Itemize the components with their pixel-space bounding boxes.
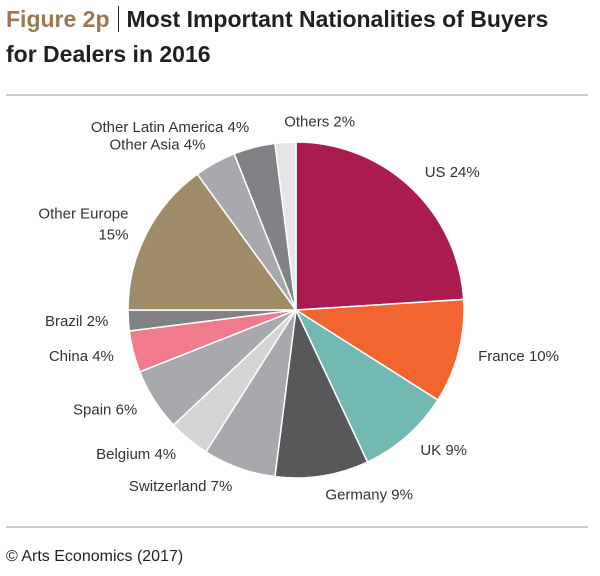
slice-label: Switzerland 7% <box>129 478 232 495</box>
label-category: Other Europe <box>38 206 128 223</box>
slice-label: China 4% <box>49 348 114 365</box>
chart-title: Most Important Nationalities of Buyers f… <box>6 6 549 67</box>
label-value: 2% <box>87 313 109 330</box>
figure-label: Figure 2p <box>6 6 119 32</box>
label-category: Switzerland <box>129 478 207 495</box>
label-value: 24% <box>450 164 480 181</box>
pie-slice <box>274 141 297 311</box>
slice-label: Belgium 4% <box>96 446 176 463</box>
label-category: UK <box>420 442 441 459</box>
label-category: Belgium <box>96 446 150 463</box>
label-category: Other Latin America <box>91 119 224 136</box>
source: © Arts Economics (2017) <box>6 548 184 565</box>
label-category: China <box>49 348 89 365</box>
title-block: Figure 2p Most Important Nationalities of… <box>6 2 566 72</box>
pie-slice <box>127 173 298 311</box>
label-category: Germany <box>325 487 387 504</box>
label-value: 4% <box>92 348 114 365</box>
label-value: 10% <box>529 348 559 365</box>
slice-label: Others 2% <box>284 113 355 130</box>
slice-label: Other Europe 15% <box>38 206 128 244</box>
slice-label: Brazil 2% <box>45 313 108 330</box>
slice-label: France 10% <box>478 348 559 365</box>
label-value: 15% <box>98 227 128 244</box>
slice-label: Germany 9% <box>325 487 413 504</box>
pie-slice <box>274 307 369 479</box>
label-value: 4% <box>154 446 176 463</box>
label-category: France <box>478 348 525 365</box>
label-value: 7% <box>211 478 233 495</box>
label-value: 2% <box>333 113 355 130</box>
label-value: 4% <box>228 119 250 136</box>
pie-slice <box>295 141 465 311</box>
slice-label: UK 9% <box>420 442 467 459</box>
label-value: 4% <box>184 136 206 153</box>
label-category: Spain <box>73 402 111 419</box>
slice-label: US 24% <box>425 164 480 181</box>
label-category: US <box>425 164 446 181</box>
label-category: Brazil <box>45 313 83 330</box>
label-category: Other Asia <box>110 136 181 153</box>
label-category: Others <box>284 113 329 130</box>
label-value: 6% <box>116 402 138 419</box>
slice-label: Spain 6% <box>73 402 137 419</box>
slice-label: Other Latin America 4% <box>91 119 249 136</box>
label-value: 9% <box>391 487 413 504</box>
slice-label: Other Asia 4% <box>110 136 206 153</box>
label-value: 9% <box>445 442 467 459</box>
pie-slice <box>293 298 465 402</box>
pie-slice <box>294 307 439 464</box>
